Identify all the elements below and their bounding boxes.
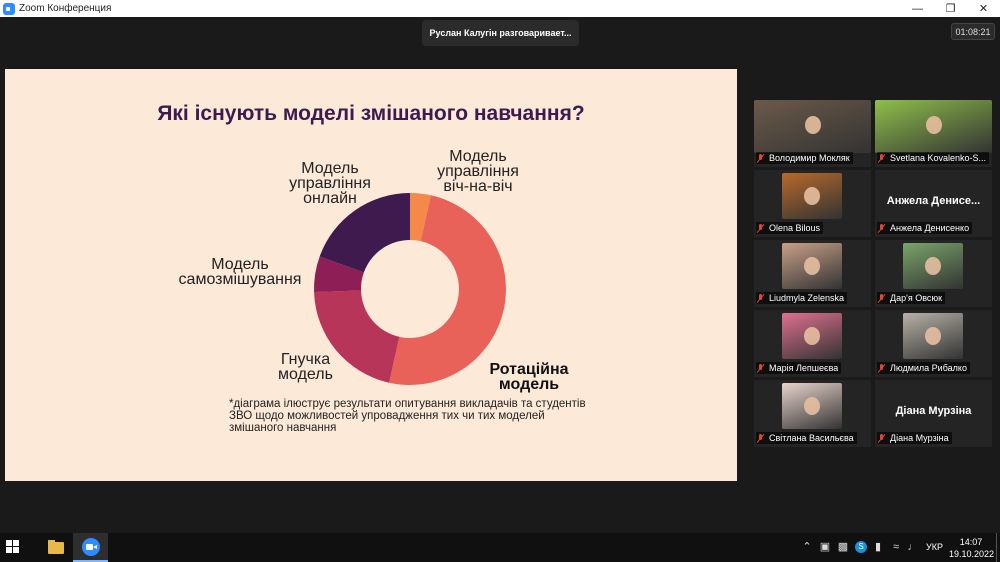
participant-video — [903, 243, 963, 289]
mic-muted-icon — [757, 363, 765, 373]
avatar — [804, 256, 820, 275]
participant-display-name: Діана Мурзіна — [895, 405, 972, 417]
label-self-blend: Модель самозмішування — [178, 256, 302, 288]
donut-slice — [410, 193, 431, 242]
label-face-to-face: Модель управління віч-на-віч — [437, 148, 519, 195]
folder-icon — [47, 539, 64, 554]
participant-tile[interactable]: Світлана Васильєва — [754, 380, 871, 447]
participant-name-bar: Володимир Мокляк — [756, 152, 853, 164]
participant-name-bar: Людмила Рибалко — [877, 362, 970, 374]
avatar — [925, 115, 942, 134]
avatar — [925, 326, 941, 345]
mic-muted-icon — [878, 223, 886, 233]
participant-name: Володимир Мокляк — [769, 153, 850, 163]
participant-tile[interactable]: Володимир Мокляк — [754, 100, 871, 167]
meeting-timer: 01:08:21 — [951, 23, 995, 40]
participant-display-name: Анжела Денисе... — [886, 195, 981, 207]
participant-tile[interactable]: Людмила Рибалко — [875, 310, 992, 377]
participant-video — [754, 100, 871, 153]
participant-video — [782, 243, 842, 289]
participant-name: Дар'я Овсюк — [890, 293, 943, 303]
minimize-button[interactable]: — — [912, 2, 923, 15]
participant-tile[interactable]: Svetlana Kovalenko-S... — [875, 100, 992, 167]
tray-battery-icon[interactable]: ▮ — [874, 541, 882, 553]
mic-muted-icon — [878, 433, 886, 443]
participant-tile[interactable]: Дар'я Овсюк — [875, 240, 992, 307]
zoom-logo-icon — [3, 2, 15, 15]
tray-chevron-up-icon[interactable]: ⌃ — [802, 541, 812, 553]
participant-tile[interactable]: Olena Bilous — [754, 170, 871, 237]
taskbar-file-explorer[interactable] — [38, 533, 73, 562]
participant-name: Світлана Васильєва — [769, 433, 854, 443]
participant-name: Liudmyla Zelenska — [769, 293, 845, 303]
avatar — [925, 256, 941, 275]
participant-name-bar: Анжела Денисенко — [877, 222, 973, 234]
participant-name: Olena Bilous — [769, 223, 821, 233]
participant-tile[interactable]: Діана Мурзіна Діана Мурзіна — [875, 380, 992, 447]
participant-video — [903, 313, 963, 359]
participant-name: Марія Лепшеєва — [769, 363, 839, 373]
participant-video — [782, 313, 842, 359]
donut-slice — [319, 193, 410, 273]
participant-tile[interactable]: Анжела Денисе... Анжела Денисенко — [875, 170, 992, 237]
donut-slice — [314, 290, 400, 383]
participant-name-bar: Діана Мурзіна — [877, 432, 952, 444]
label-online: Модель управління онлайн — [289, 160, 371, 207]
tray-volume-icon[interactable]: ♩ — [907, 541, 919, 553]
participant-video — [782, 383, 842, 429]
participant-name-bar: Liudmyla Zelenska — [756, 292, 848, 304]
label-flex: Гнучка модель — [278, 351, 333, 383]
slide-footnote: *діаграма ілюструє результати опитування… — [229, 398, 586, 434]
donut-chart — [314, 193, 506, 385]
donut-slice — [314, 256, 364, 293]
title-bar: Zoom Конференция — ❐ ✕ — [0, 0, 1000, 17]
participant-name: Svetlana Kovalenko-S... — [890, 153, 987, 163]
participant-name: Діана Мурзіна — [890, 433, 949, 443]
active-speaker-toast: Руслан Калугін разговаривает... — [422, 20, 579, 46]
close-button[interactable]: ✕ — [978, 3, 989, 15]
avatar — [804, 115, 821, 134]
participant-name-bar: Світлана Васильєва — [756, 432, 857, 444]
window-title: Zoom Конференция — [19, 3, 112, 14]
windows-start-icon[interactable] — [6, 540, 20, 554]
tray-usb-icon[interactable]: ▩ — [837, 541, 849, 553]
mic-muted-icon — [757, 153, 765, 163]
mic-muted-icon — [757, 223, 765, 233]
mic-muted-icon — [757, 293, 765, 303]
mic-muted-icon — [878, 293, 886, 303]
tray-skype-icon[interactable]: S — [855, 541, 867, 553]
mic-muted-icon — [878, 363, 886, 373]
avatar — [804, 186, 820, 205]
participant-name-bar: Дар'я Овсюк — [877, 292, 946, 304]
taskbar-zoom[interactable] — [73, 533, 108, 562]
participant-video — [782, 173, 842, 219]
participant-name: Людмила Рибалко — [890, 363, 967, 373]
tray-wifi-icon[interactable]: ≈ — [892, 541, 900, 553]
mic-muted-icon — [878, 153, 886, 163]
mic-muted-icon — [757, 433, 765, 443]
participant-video — [875, 100, 992, 153]
participant-name-bar: Svetlana Kovalenko-S... — [877, 152, 990, 164]
participant-name-bar: Olena Bilous — [756, 222, 824, 234]
tray-clock[interactable]: 14:07 19.10.2022 — [949, 537, 995, 559]
restore-button[interactable]: ❐ — [945, 3, 956, 15]
tray-camera-icon[interactable]: ▣ — [819, 541, 831, 553]
avatar — [804, 326, 820, 345]
donut-slice — [389, 195, 506, 385]
zoom-icon — [81, 537, 100, 556]
participant-tile[interactable]: Liudmyla Zelenska — [754, 240, 871, 307]
tray-language[interactable]: УКР — [926, 542, 943, 552]
avatar — [804, 396, 820, 415]
slide-title: Які існують моделі змішаного навчання? — [157, 102, 585, 125]
windows-taskbar: ⌃ ▣ ▩ S ▮ ≈ ♩ УКР 14:07 19.10.2022 — [0, 533, 1000, 562]
participant-name-bar: Марія Лепшеєва — [756, 362, 842, 374]
participant-name: Анжела Денисенко — [890, 223, 970, 233]
show-desktop-button[interactable] — [996, 533, 1000, 562]
label-rotation: Ротаційна модель — [489, 361, 569, 393]
participant-tile[interactable]: Марія Лепшеєва — [754, 310, 871, 377]
shared-screen-slide: Які існують моделі змішаного навчання? М… — [5, 69, 737, 481]
